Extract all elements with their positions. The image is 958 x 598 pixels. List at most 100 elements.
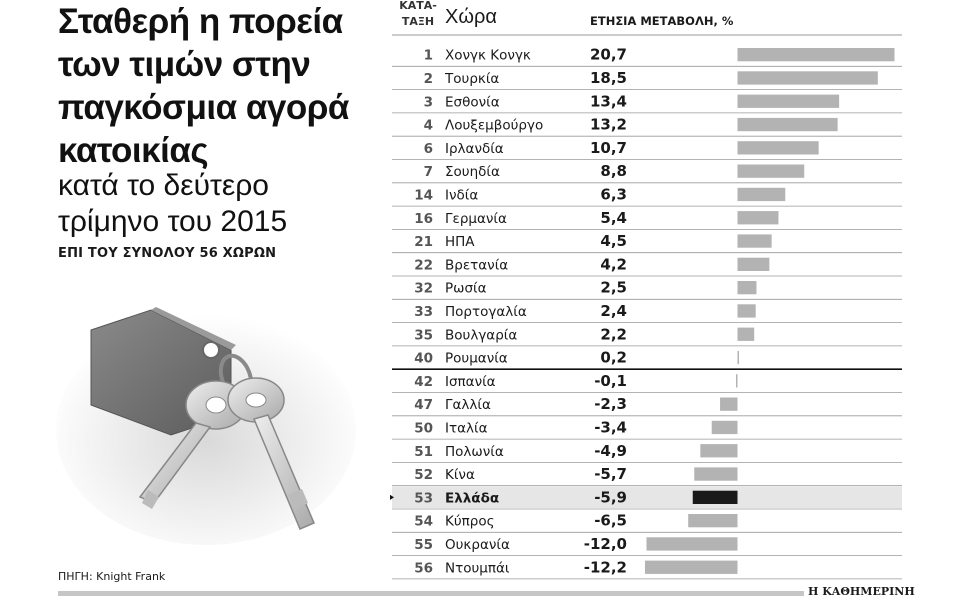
rank-label: 4 <box>424 118 433 134</box>
bar <box>737 281 757 295</box>
headline-subtitle: κατά το δεύτερο τρίμηνο του 2015 <box>58 169 288 238</box>
bar <box>737 187 786 202</box>
bar <box>711 420 738 435</box>
bar <box>737 327 755 341</box>
headline-note: ΕΠΙ ΤΟΥ ΣΥΝΟΛΟΥ 56 ΧΩΡΩΝ <box>58 246 277 261</box>
value-label: 4,2 <box>600 255 627 273</box>
rank-label: 51 <box>414 444 433 460</box>
value-label: 8,8 <box>600 162 627 180</box>
bar <box>737 257 770 271</box>
country-label: Ουκρανία <box>445 537 510 553</box>
key-icon <box>227 377 315 530</box>
rank-label: 16 <box>414 211 433 227</box>
rank-label: 22 <box>414 257 433 273</box>
rank-label: 47 <box>414 397 433 413</box>
bar <box>692 490 738 504</box>
bottom-rule <box>58 591 804 596</box>
value-label: -12,2 <box>584 558 627 576</box>
country-label: Ελλάδα <box>445 490 499 506</box>
house-keys-illustration <box>56 307 356 545</box>
rank-header-text: ΚΑΤΑ- ΤΑΞΗ <box>399 0 437 28</box>
country-label: Πορτογαλία <box>445 304 527 320</box>
bar <box>737 304 756 318</box>
value-label: 4,5 <box>600 232 627 250</box>
rank-label: 56 <box>414 560 433 576</box>
rank-label: 42 <box>414 374 433 390</box>
country-label: Λουξεμβούργο <box>445 118 543 134</box>
highlight-row-bg <box>392 486 902 508</box>
country-header: Χώρα <box>445 6 497 28</box>
bar <box>700 444 738 458</box>
country-label: Ιρλανδία <box>445 141 504 157</box>
rank-label: 53 <box>414 490 433 506</box>
value-label: -5,9 <box>594 488 627 506</box>
bar <box>737 164 805 178</box>
rank-label: 33 <box>414 304 433 320</box>
bar <box>646 537 738 551</box>
value-label: -4,9 <box>594 442 627 460</box>
rank-label: 7 <box>424 164 433 180</box>
country-label: Ρουμανία <box>445 351 508 367</box>
country-label: Ντουμπάι <box>445 560 510 576</box>
country-label: Χονγκ Κονγκ <box>445 48 531 64</box>
rank-label: 3 <box>424 94 433 110</box>
country-label: Ρωσία <box>445 281 487 297</box>
bar <box>737 94 840 108</box>
ranking-chart: 1 Χονγκ Κονγκ 20,7 2 Τουρκία 18,5 3 Εσθονία 13,4… <box>390 34 902 580</box>
country-label: Γαλλία <box>445 397 491 413</box>
rank-label: 52 <box>414 467 433 483</box>
country-label: Εσθονία <box>445 94 500 110</box>
source-note: ΠΗΓΗ: Knight Frank <box>58 570 166 583</box>
value-label: 10,7 <box>590 139 627 157</box>
rank-label: 1 <box>424 48 433 64</box>
rank-label: 32 <box>414 281 433 297</box>
bar <box>736 374 738 388</box>
country-label: Γερμανία <box>445 211 507 227</box>
country-label: Ισπανία <box>445 374 496 390</box>
rank-label: 6 <box>424 141 433 157</box>
country-label: Κύπρος <box>445 514 495 530</box>
key-icon <box>138 380 247 509</box>
value-label: -2,3 <box>594 395 627 413</box>
bar <box>688 514 738 528</box>
country-label: Σουηδία <box>445 164 500 180</box>
bar <box>737 48 895 62</box>
value-label: -12,0 <box>584 535 627 553</box>
value-label: 5,4 <box>600 209 627 227</box>
rank-label: 35 <box>414 327 433 343</box>
country-label: Βουλγαρία <box>445 327 517 343</box>
value-label: 0,2 <box>600 349 627 367</box>
country-label: Κίνα <box>445 467 475 483</box>
value-label: 2,2 <box>600 325 627 343</box>
country-label: Πολωνία <box>445 444 504 460</box>
rank-label: 54 <box>414 514 433 530</box>
rank-header: ΚΑΤΑ- ΤΑΞΗ <box>398 0 438 30</box>
country-label: ΗΠΑ <box>445 234 475 250</box>
value-label: 2,4 <box>600 302 627 320</box>
change-header: ΕΤΗΣΙΑ ΜΕΤΑΒΟΛΗ, % <box>590 14 734 28</box>
value-label: -3,4 <box>594 418 627 436</box>
bar <box>737 234 772 248</box>
value-label: 20,7 <box>590 46 627 64</box>
publisher-logo: Η ΚΑΘΗΜΕΡΙΝΗ <box>808 585 915 598</box>
rank-label: 21 <box>414 234 433 250</box>
bar <box>737 141 819 155</box>
rank-label: 14 <box>414 187 433 203</box>
bar <box>694 467 738 481</box>
bar <box>644 560 738 574</box>
country-label: Ιταλία <box>445 420 488 436</box>
value-label: 13,4 <box>590 92 627 110</box>
country-label: Τουρκία <box>444 71 499 87</box>
highlight-arrow-icon <box>390 494 394 500</box>
value-label: -5,7 <box>594 465 627 483</box>
value-label: 18,5 <box>590 69 627 87</box>
bar <box>737 350 740 365</box>
headline-title: Σταθερή η πορεία των τιμών στην παγκόσμι… <box>58 2 349 170</box>
rank-label: 50 <box>414 420 433 436</box>
value-label: 13,2 <box>590 116 627 134</box>
country-label: Βρετανία <box>445 257 508 273</box>
bar <box>737 71 878 85</box>
country-label: Ινδία <box>445 187 478 203</box>
bar <box>737 117 838 132</box>
value-label: -0,1 <box>594 372 627 390</box>
